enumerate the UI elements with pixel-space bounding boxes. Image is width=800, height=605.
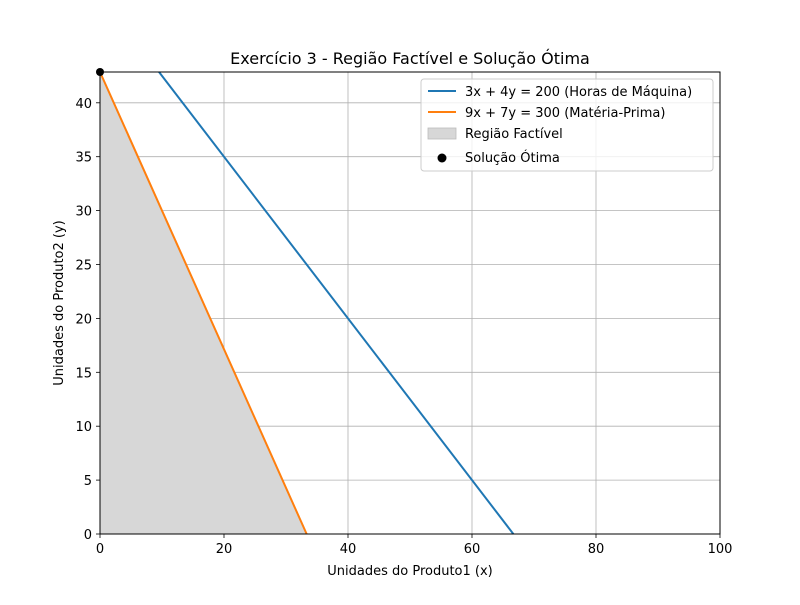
x-tick-label: 60 bbox=[464, 542, 481, 557]
y-tick-label: 10 bbox=[75, 420, 92, 435]
legend-box bbox=[420, 78, 714, 172]
y-axis-label: Unidades do Produto2 (y) bbox=[52, 220, 67, 385]
x-axis-label: Unidades do Produto1 (x) bbox=[327, 564, 492, 579]
x-axis-ticks: 0 20 40 60 80 100 bbox=[96, 534, 733, 557]
plot-frame bbox=[99, 71, 721, 535]
y-tick-label: 15 bbox=[75, 366, 92, 381]
legend-label-machine-hours: 3x + 4y = 200 (Horas de Máquina) bbox=[465, 85, 692, 100]
machine-hours-line bbox=[158, 71, 515, 535]
y-axis-ticks: 0 5 10 15 20 25 30 35 40 bbox=[75, 97, 100, 543]
y-tick-label: 0 bbox=[84, 528, 92, 543]
y-tick-label: 30 bbox=[75, 205, 92, 220]
y-tick-label: 20 bbox=[75, 312, 92, 327]
y-tick-label: 40 bbox=[75, 97, 92, 112]
legend-label-raw-material: 9x + 7y = 300 (Matéria-Prima) bbox=[465, 106, 665, 121]
x-tick-label: 20 bbox=[216, 542, 233, 557]
legend: 3x + 4y = 200 (Horas de Máquina) 9x + 7y… bbox=[420, 78, 714, 172]
raw-material-line bbox=[99, 71, 308, 535]
x-tick-label: 40 bbox=[340, 542, 357, 557]
series-layer bbox=[99, 71, 515, 535]
legend-label-optimal-point: Solução Ótima bbox=[465, 150, 560, 166]
x-tick-label: 80 bbox=[588, 542, 605, 557]
legend-label-feasible-region: Região Factível bbox=[465, 127, 563, 142]
y-tick-label: 5 bbox=[84, 474, 92, 489]
y-tick-label: 35 bbox=[75, 151, 92, 166]
y-tick-label: 25 bbox=[75, 258, 92, 273]
x-tick-label: 100 bbox=[708, 542, 733, 557]
legend-swatch-optimal-point bbox=[437, 153, 447, 163]
x-tick-label: 0 bbox=[96, 542, 104, 557]
legend-swatch-feasible-region bbox=[427, 127, 457, 140]
chart-title: Exercício 3 - Região Factível e Solução … bbox=[230, 49, 590, 68]
